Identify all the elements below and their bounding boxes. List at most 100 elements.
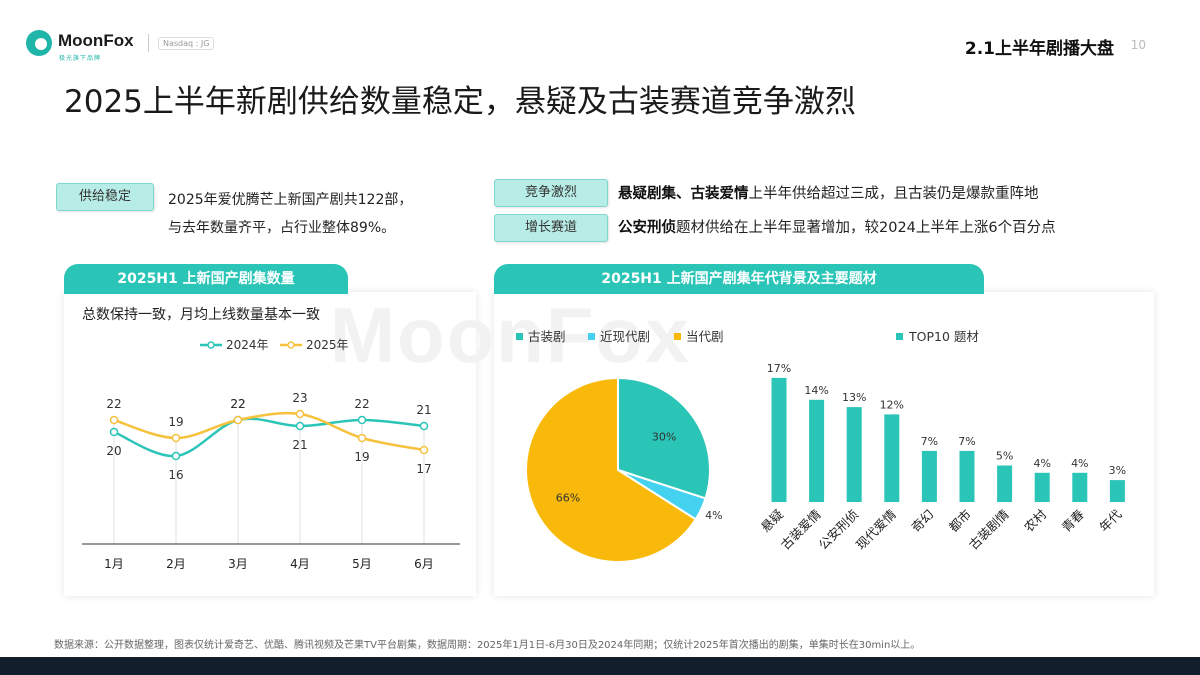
- section-title: 2.1上半年剧播大盘: [964, 39, 1114, 59]
- data-label: 22: [230, 397, 245, 411]
- line-chart-panel: [64, 292, 476, 596]
- pie-legend-label-古装剧: 古装剧: [528, 329, 566, 344]
- supply-tag: 供给稳定: [56, 183, 154, 211]
- footer-bar: [0, 657, 1200, 675]
- legend-marker-2025年: [287, 341, 295, 349]
- growth-highlight: 公安刑侦: [618, 220, 676, 236]
- data-label: 19: [168, 415, 183, 429]
- data-point: [357, 433, 367, 443]
- line-chart-header: 2025H1 上新国产剧集数量: [64, 264, 348, 294]
- data-label: 23: [292, 391, 307, 405]
- bar-悬疑: [771, 377, 787, 502]
- pie-slice-古装剧: [617, 376, 711, 500]
- bar-value-label: 3%: [1109, 464, 1126, 477]
- bar-category-label: 悬疑: [758, 506, 787, 535]
- bar-value-label: 4%: [1071, 457, 1088, 470]
- x-tick-label: 4月: [290, 557, 310, 571]
- pie-slice-当代剧: [525, 376, 698, 563]
- series-line-2024年: [113, 417, 425, 458]
- legend-marker-2024年: [207, 341, 215, 349]
- competition-tag: 竞争激烈: [494, 179, 608, 207]
- bar-category-label: 都市: [946, 507, 974, 535]
- bar-value-label: 17%: [767, 362, 791, 375]
- supply-description: 2025年爱优腾芒上新国产剧共122部， 与去年数量齐平，占行业整体89%。: [168, 186, 468, 242]
- legend-label-2024年: 2024年: [226, 338, 269, 352]
- data-label: 22: [230, 397, 245, 411]
- x-tick-label: 6月: [414, 557, 434, 571]
- bar-legend-swatch: [896, 333, 903, 340]
- pie-legend-label-当代剧: 当代剧: [686, 329, 724, 344]
- bar-value-label: 4%: [1033, 457, 1050, 470]
- bar-legend-label: TOP10 题材: [908, 329, 979, 344]
- brand-name: MoonFox: [58, 31, 134, 50]
- logo-divider: [148, 34, 149, 52]
- data-label: 17: [416, 462, 431, 476]
- bar-category-label: 公安刑侦: [815, 507, 861, 553]
- pie-value-label: 30%: [652, 430, 676, 443]
- page-title: 2025上半年新剧供给数量稳定，悬疑及古装赛道竞争激烈: [64, 84, 856, 120]
- bar-category-label: 青春: [1059, 506, 1088, 535]
- data-point: [295, 421, 305, 431]
- data-point: [419, 421, 429, 431]
- bar-value-label: 14%: [804, 384, 828, 397]
- bar-value-label: 7%: [921, 435, 938, 448]
- bar-现代爱情: [884, 414, 900, 502]
- data-source-note: 数据来源：公开数据整理，图表仅统计爱奇艺、优酷、腾讯视频及芒果TV平台剧集，数据…: [54, 640, 921, 651]
- page-number: 10: [1130, 38, 1146, 52]
- data-label: 22: [106, 397, 121, 411]
- data-point: [419, 445, 429, 455]
- pie-value-label: 66%: [556, 491, 580, 504]
- data-label: 21: [416, 403, 431, 417]
- bar-农村: [1034, 472, 1050, 502]
- bar-古装爱情: [809, 399, 825, 502]
- bar-value-label: 7%: [958, 435, 975, 448]
- brand-subtitle: 极光旗下品牌: [59, 55, 102, 62]
- bar-value-label: 13%: [842, 391, 866, 404]
- legend-label-2025年: 2025年: [306, 338, 349, 352]
- pie-legend-swatch-当代剧: [674, 333, 681, 340]
- bar-年代: [1109, 480, 1125, 502]
- data-label: 16: [168, 468, 183, 482]
- supply-line-1: 2025年爱优腾芒上新国产剧共122部，: [168, 192, 413, 208]
- data-point: [171, 433, 181, 443]
- bar-value-label: 12%: [880, 398, 904, 411]
- line-chart-subtitle: 总数保持一致，月均上线数量基本一致: [82, 307, 320, 323]
- growth-description: 公安刑侦题材供给在上半年显著增加，较2024上半年上涨6个百分点: [618, 216, 1056, 237]
- data-label: 20: [106, 444, 121, 458]
- genre-pie-bar-chart: 古装剧 近现代剧 当代剧 30% 4% 66% TOP10 题材 17% 悬疑 14% 古装爱情 13…: [516, 329, 1126, 563]
- competition-rest: 上半年供给超过三成，且古装仍是爆款重阵地: [748, 186, 1039, 202]
- data-label: 21: [292, 438, 307, 452]
- bar-古装剧情: [997, 465, 1013, 502]
- competition-description: 悬疑剧集、古装爱情上半年供给超过三成，且古装仍是爆款重阵地: [618, 182, 1039, 203]
- bar-category-label: 古装爱情: [778, 507, 824, 553]
- data-label: 19: [354, 450, 369, 464]
- pie-value-label: 4%: [705, 509, 722, 522]
- x-tick-label: 3月: [228, 557, 248, 571]
- bar-公安刑侦: [846, 407, 862, 502]
- bar-value-label: 5%: [996, 450, 1013, 463]
- moonfox-logo-icon: [26, 30, 52, 56]
- pie-bar-header: 2025H1 上新国产剧集年代背景及主要题材: [494, 264, 984, 294]
- pie-legend-swatch-近现代剧: [588, 333, 595, 340]
- growth-tag: 增长赛道: [494, 214, 608, 242]
- data-label: 22: [354, 397, 369, 411]
- x-tick-label: 1月: [104, 557, 124, 571]
- watermark: MoonFox: [330, 291, 691, 379]
- pie-legend-label-近现代剧: 近现代剧: [600, 329, 650, 344]
- data-point: [295, 409, 305, 419]
- bar-奇幻: [921, 450, 937, 502]
- supply-line-2: 与去年数量齐平，占行业整体89%。: [168, 220, 396, 236]
- bar-category-label: 现代爱情: [853, 507, 899, 553]
- data-point: [233, 415, 243, 425]
- competition-highlight: 悬疑剧集、古装爱情: [618, 186, 749, 202]
- pie-legend-swatch-古装剧: [516, 333, 523, 340]
- data-point: [109, 427, 119, 437]
- bar-category-label: 年代: [1096, 506, 1125, 535]
- x-tick-label: 5月: [352, 557, 372, 571]
- series-line-2025年: [113, 411, 425, 452]
- x-tick-label: 2月: [166, 557, 186, 571]
- data-point: [357, 415, 367, 425]
- bar-category-label: 农村: [1021, 506, 1050, 535]
- growth-rest: 题材供给在上半年显著增加，较2024上半年上涨6个百分点: [676, 220, 1056, 236]
